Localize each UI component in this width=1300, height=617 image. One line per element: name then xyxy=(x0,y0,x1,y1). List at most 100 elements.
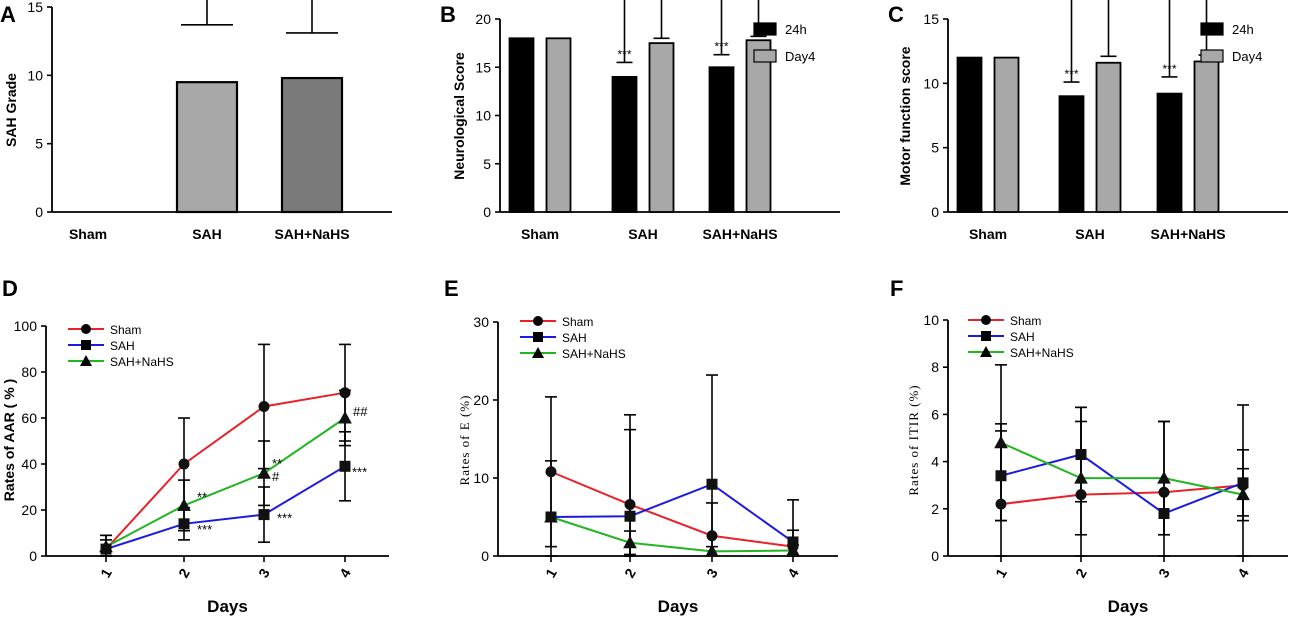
error-bar xyxy=(713,0,730,56)
category-label: Sham xyxy=(969,226,1007,242)
y-tick-label: 5 xyxy=(483,156,491,172)
category-label: Sham xyxy=(69,226,107,242)
category-label: SAH xyxy=(1075,226,1105,242)
bar xyxy=(1193,60,1220,213)
marker-square xyxy=(258,509,270,521)
legend-marker xyxy=(80,355,92,366)
y-tick-label: 15 xyxy=(27,0,43,15)
legend-swatch xyxy=(1200,49,1224,63)
legend-marker xyxy=(981,315,991,325)
y-tick-label: 5 xyxy=(931,140,939,156)
series-line xyxy=(105,417,346,548)
y-axis-label: Motor function score xyxy=(897,46,913,185)
marker-circle xyxy=(1158,486,1170,498)
x-tick-label: 4 xyxy=(784,565,802,580)
y-tick-label: 0 xyxy=(481,548,489,564)
y-tick-label: 8 xyxy=(931,359,939,375)
marker-square xyxy=(1237,477,1249,489)
category-label: SAH xyxy=(192,226,222,242)
legend-label: Day4 xyxy=(1232,49,1262,64)
y-tick-label: 10 xyxy=(27,67,43,83)
legend-label: Day4 xyxy=(785,49,815,64)
y-tick-label: 6 xyxy=(931,406,939,422)
bar xyxy=(280,76,344,214)
y-tick-label: 0 xyxy=(931,548,939,564)
y-tick-label: 15 xyxy=(475,59,491,75)
marker-circle xyxy=(178,458,190,470)
marker-triangle xyxy=(257,466,271,479)
panel-E: E Rates of E (%) 0 10 20 30 1 2 3 4 Days Sham SAH SAH… xyxy=(444,276,838,616)
significance-label: *** xyxy=(197,522,212,537)
y-tick-label: 5 xyxy=(35,136,43,152)
series-line xyxy=(1000,453,1244,515)
panel-C: C Motor function score 0 5 10 15 Sham SAH SAH+Na… xyxy=(888,0,1288,242)
x-tick-label: 1 xyxy=(97,565,115,580)
marker-square xyxy=(995,470,1007,482)
marker-circle xyxy=(339,387,351,399)
category-label: SAH+NaHS xyxy=(702,226,777,242)
legend-marker xyxy=(81,340,91,350)
y-tick-label: 2 xyxy=(931,501,939,517)
y-tick-label: 30 xyxy=(473,314,489,330)
legend-swatch xyxy=(753,22,777,36)
marker-square xyxy=(1075,449,1087,461)
y-tick-label: 15 xyxy=(923,11,939,27)
marker-triangle xyxy=(1236,487,1250,501)
significance-label: *** xyxy=(1162,62,1176,76)
error-bar xyxy=(706,374,718,557)
marker-circle xyxy=(1075,489,1087,501)
legend-marker xyxy=(980,346,992,357)
x-tick-label: 4 xyxy=(1234,565,1252,580)
x-tick-label: 4 xyxy=(336,565,354,580)
x-tick-label: 3 xyxy=(255,565,273,580)
bar xyxy=(1095,61,1122,213)
marker-triangle xyxy=(1074,471,1088,484)
error-bar xyxy=(1100,0,1117,58)
y-axis-label: Rates of ITIR (%) xyxy=(906,384,921,495)
marker-square xyxy=(339,460,351,472)
significance-label: ## xyxy=(353,404,368,419)
series-line xyxy=(105,391,346,550)
panel-label: C xyxy=(888,2,904,27)
error-bar xyxy=(653,0,670,40)
y-tick-label: 0 xyxy=(483,204,491,220)
marker-circle xyxy=(624,499,636,511)
y-tick-label: 20 xyxy=(21,502,37,518)
series-line xyxy=(105,465,346,551)
y-tick-label: 100 xyxy=(14,318,38,334)
legend-label: Sham xyxy=(562,315,593,329)
category-label: Sham xyxy=(521,226,559,242)
legend-marker xyxy=(532,347,544,358)
series-line xyxy=(550,516,794,553)
significance-label: *** xyxy=(277,511,292,526)
series-line xyxy=(550,483,794,543)
y-tick-label: 60 xyxy=(21,410,37,426)
bar xyxy=(1156,92,1183,213)
legend-label: Sham xyxy=(1010,314,1041,328)
y-tick-label: 10 xyxy=(923,75,939,91)
significance-label: *** xyxy=(1064,67,1078,81)
series-line xyxy=(550,470,794,548)
marker-square xyxy=(624,510,636,522)
legend-label: SAH+NaHS xyxy=(110,355,174,369)
marker-square xyxy=(706,478,718,490)
error-bar xyxy=(1161,0,1178,78)
legend-label: SAH+NaHS xyxy=(562,347,626,361)
panel-B: B Neurological Score 0 5 10 15 20 Sham SAH SAH+Na… xyxy=(440,0,840,242)
x-tick-label: 2 xyxy=(175,565,193,580)
marker-triangle xyxy=(705,544,719,557)
x-tick-label: 3 xyxy=(703,565,721,580)
marker-square xyxy=(1158,508,1170,520)
y-tick-label: 0 xyxy=(29,548,37,564)
marker-circle xyxy=(545,466,557,478)
y-tick-label: 4 xyxy=(931,454,939,470)
legend-label: SAH xyxy=(110,339,135,353)
x-axis-label: Days xyxy=(658,597,699,616)
legend-marker xyxy=(981,331,991,341)
x-axis-label: Days xyxy=(207,597,248,616)
x-tick-label: 3 xyxy=(1155,565,1173,580)
legend-marker xyxy=(81,324,91,334)
bar xyxy=(545,37,572,213)
y-tick-label: 10 xyxy=(475,108,491,124)
